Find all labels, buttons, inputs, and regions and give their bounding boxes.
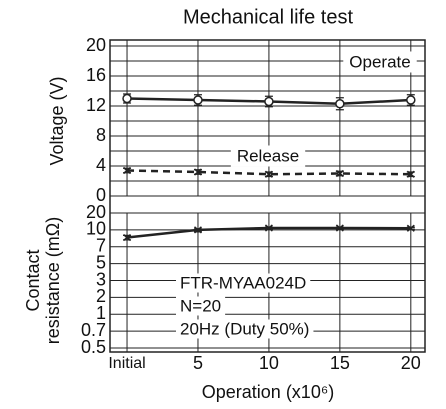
series-label-text: Release: [237, 146, 299, 165]
y-axis-label: Contact: [23, 249, 43, 311]
y-tick-label: 20: [86, 202, 106, 222]
annotation-text: N=20: [180, 296, 221, 315]
marker: [264, 224, 273, 232]
marker: [335, 99, 345, 109]
y-tick-label: 7: [96, 236, 106, 256]
y-tick-label: 3: [96, 269, 106, 289]
y-tick-label: 5: [96, 252, 106, 272]
x-tick-label: 10: [259, 353, 279, 373]
y-tick-label: 0.7: [81, 320, 106, 340]
marker: [264, 170, 273, 178]
marker: [122, 93, 132, 104]
x-tick-label: 15: [330, 353, 350, 373]
x-tick-label: Initial: [108, 355, 145, 372]
marker: [193, 95, 203, 105]
marker: [406, 224, 415, 232]
annotation: N=20: [176, 296, 226, 316]
y-tick-label: 16: [86, 65, 106, 85]
marker: [264, 96, 274, 107]
marker: [335, 224, 344, 232]
y-tick-label: 10: [86, 219, 106, 239]
marker: [335, 169, 344, 178]
marker: [193, 226, 202, 234]
series-label: Release: [230, 145, 306, 167]
marker: [406, 95, 416, 105]
annotation-text: FTR-MYAA024D: [180, 273, 306, 292]
marker: [193, 168, 202, 176]
annotation: 20Hz (Duty 50%): [176, 319, 314, 339]
y-tick-label: 0: [96, 185, 106, 205]
label-bg: [230, 145, 306, 167]
y-axis-label: Voltage (V): [47, 76, 67, 165]
annotation-text: 20Hz (Duty 50%): [180, 319, 309, 338]
y-tick-label: 4: [96, 155, 106, 175]
series-label: Operate: [343, 51, 417, 73]
annotation: FTR-MYAA024D: [176, 273, 311, 293]
x-tick-label: 20: [401, 353, 421, 373]
y-tick-label: 20: [86, 35, 106, 55]
series-label-text: Operate: [349, 52, 410, 71]
x-axis-label: Operation (x10⁶): [202, 382, 334, 402]
label-bg: [343, 51, 417, 73]
x-tick-label: 5: [193, 353, 203, 373]
y-axis-label: resistance (mΩ): [43, 217, 63, 344]
annotation-bg: [176, 319, 314, 339]
y-tick-label: 1: [96, 303, 106, 323]
y-tick-label: 0.5: [81, 337, 106, 357]
y-tick-label: 8: [96, 125, 106, 145]
marker: [406, 170, 415, 178]
annotation-bg: [176, 273, 311, 293]
annotation-bg: [176, 296, 226, 316]
marker: [123, 233, 132, 242]
chart-title: Mechanical life test: [183, 6, 354, 28]
marker: [123, 166, 132, 175]
y-tick-label: 12: [86, 95, 106, 115]
y-tick-label: 2: [96, 286, 106, 306]
